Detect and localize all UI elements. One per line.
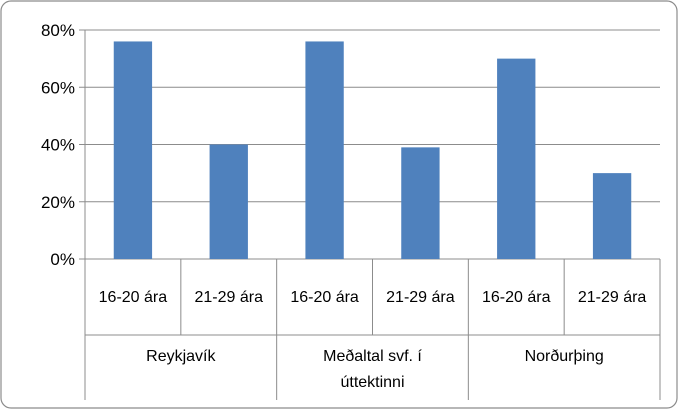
- bar: [113, 41, 153, 260]
- bar: [305, 41, 344, 260]
- y-tick-label: 80%: [41, 21, 75, 40]
- group-label: úttektinni: [340, 374, 404, 391]
- bars: [113, 41, 632, 260]
- x-axis: 16-20 ára 21-29 ára Reykjavík 16-20 ára 21-2…: [84, 259, 661, 400]
- bar: [209, 144, 248, 259]
- x-tick-label: 16-20 ára: [99, 289, 168, 306]
- y-tick-label: 40%: [41, 136, 75, 155]
- x-tick-label: 21-29 ára: [386, 289, 455, 306]
- x-tick-label: 16-20 ára: [290, 289, 359, 306]
- x-tick-label: 16-20 ára: [482, 289, 551, 306]
- y-tick-label: 20%: [41, 193, 75, 212]
- group-label: Meðaltal svf. í: [323, 348, 422, 365]
- y-tick-label: 0%: [50, 250, 75, 269]
- x-tick-label: 21-29 ára: [195, 289, 264, 306]
- y-axis: 0% 20% 40% 60% 80%: [41, 21, 86, 269]
- bar: [497, 58, 536, 259]
- y-tick-label: 60%: [41, 78, 75, 97]
- group-label: Reykjavík: [146, 348, 216, 365]
- group-label: Norðurþing: [525, 348, 604, 365]
- bar: [401, 147, 440, 259]
- bar: [592, 173, 632, 259]
- x-tick-label: 21-29 ára: [578, 289, 647, 306]
